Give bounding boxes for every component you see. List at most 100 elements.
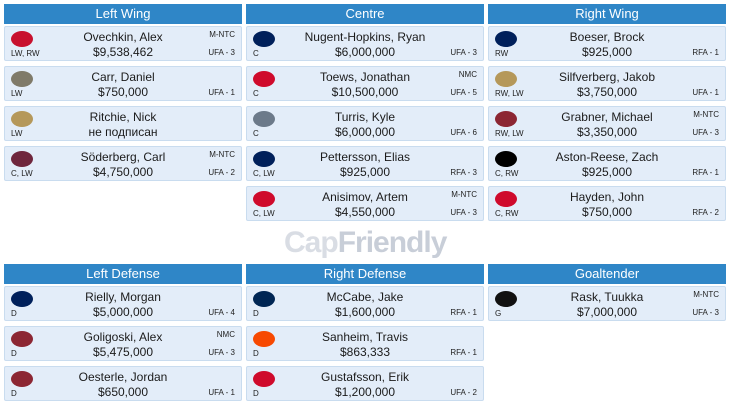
trade-clause-badge: M-NTC <box>209 150 235 159</box>
player-salary: $10,500,000 <box>331 85 399 99</box>
player-name[interactable]: Boeser, Brock <box>569 30 645 44</box>
player-name[interactable]: Nugent-Hopkins, Ryan <box>304 30 426 44</box>
player-name[interactable]: Ovechkin, Alex <box>83 30 163 44</box>
player-position: LW, RW <box>11 49 40 58</box>
player-name[interactable]: Toews, Jonathan <box>319 70 411 84</box>
player-name[interactable]: Rielly, Morgan <box>85 290 161 304</box>
contract-status: UFA - 3 <box>208 348 235 357</box>
player-salary: $7,000,000 <box>576 305 638 319</box>
contract-status: UFA - 2 <box>208 168 235 177</box>
watermark-part1: Cap <box>284 226 339 259</box>
player-position: C <box>253 89 259 98</box>
player-position: D <box>253 309 259 318</box>
trade-clause-badge: M-NTC <box>209 30 235 39</box>
player-position: D <box>11 309 17 318</box>
player-name[interactable]: Goligoski, Alex <box>83 330 163 344</box>
player-salary: $1,600,000 <box>334 305 396 319</box>
player-position: RW, LW <box>495 129 524 138</box>
player-name[interactable]: Anisimov, Artem <box>322 190 408 204</box>
team-logo-icon <box>495 291 517 307</box>
player-name[interactable]: Oesterle, Jordan <box>78 370 168 384</box>
contract-status: UFA - 5 <box>450 88 477 97</box>
watermark-part2: Friendly <box>337 226 448 259</box>
player-card[interactable]: C, LW Pettersson, Elias $925,000 RFA - 3 <box>246 146 484 181</box>
contract-status: RFA - 2 <box>692 208 719 217</box>
player-salary: $925,000 <box>339 165 391 179</box>
player-position: LW <box>11 89 23 98</box>
team-logo-icon <box>253 31 275 47</box>
contract-status: UFA - 3 <box>450 48 477 57</box>
player-card[interactable]: C, RW Aston-Reese, Zach $925,000 RFA - 1 <box>488 146 726 181</box>
team-logo-icon <box>253 111 275 127</box>
player-card[interactable]: D Gustafsson, Erik $1,200,000 UFA - 2 <box>246 366 484 401</box>
contract-status: UFA - 3 <box>692 308 719 317</box>
trade-clause-badge: M-NTC <box>451 190 477 199</box>
player-card[interactable]: C Nugent-Hopkins, Ryan $6,000,000 UFA - 3 <box>246 26 484 61</box>
trade-clause-badge: M-NTC <box>693 290 719 299</box>
header-goaltender: Goaltender <box>488 264 726 284</box>
player-card[interactable]: D Goligoski, Alex $5,475,000 NMC UFA - 3 <box>4 326 242 361</box>
contract-status: RFA - 1 <box>692 168 719 177</box>
player-name[interactable]: Silfverberg, Jakob <box>558 70 656 84</box>
contract-status: RFA - 3 <box>450 168 477 177</box>
player-salary: $4,750,000 <box>92 165 154 179</box>
player-card[interactable]: C, RW Hayden, John $750,000 RFA - 2 <box>488 186 726 221</box>
player-card[interactable]: C, LW Söderberg, Carl $4,750,000 M-NTC UFA -… <box>4 146 242 181</box>
player-card[interactable]: RW, LW Grabner, Michael $3,350,000 M-NTC UFA… <box>488 106 726 141</box>
player-name[interactable]: Aston-Reese, Zach <box>555 150 659 164</box>
player-name[interactable]: Carr, Daniel <box>91 70 155 84</box>
player-salary: $3,350,000 <box>576 125 638 139</box>
player-salary: $925,000 <box>581 165 633 179</box>
player-name[interactable]: Grabner, Michael <box>561 110 653 124</box>
team-logo-icon <box>11 371 33 387</box>
team-logo-icon <box>11 331 33 347</box>
team-logo-icon <box>253 151 275 167</box>
player-position: D <box>11 389 17 398</box>
header-right-defense: Right Defense <box>246 264 484 284</box>
player-name[interactable]: McCabe, Jake <box>326 290 404 304</box>
contract-status: UFA - 3 <box>450 208 477 217</box>
player-name[interactable]: Ritchie, Nick <box>89 110 157 124</box>
player-name[interactable]: Turris, Kyle <box>334 110 396 124</box>
player-card[interactable]: D Oesterle, Jordan $650,000 UFA - 1 <box>4 366 242 401</box>
team-logo-icon <box>253 371 275 387</box>
contract-status: UFA - 4 <box>208 308 235 317</box>
contract-status: UFA - 3 <box>692 128 719 137</box>
player-card[interactable]: G Rask, Tuukka $7,000,000 M-NTC UFA - 3 <box>488 286 726 321</box>
team-logo-icon <box>495 111 517 127</box>
player-name[interactable]: Rask, Tuukka <box>570 290 644 304</box>
contract-status: RFA - 1 <box>450 348 477 357</box>
player-name[interactable]: Gustafsson, Erik <box>320 370 410 384</box>
team-logo-icon <box>495 191 517 207</box>
player-card[interactable]: LW, RW Ovechkin, Alex $9,538,462 M-NTC UFA -… <box>4 26 242 61</box>
player-card[interactable]: C Turris, Kyle $6,000,000 UFA - 6 <box>246 106 484 141</box>
player-card[interactable]: D McCabe, Jake $1,600,000 RFA - 1 <box>246 286 484 321</box>
team-logo-icon <box>253 71 275 87</box>
player-position: C, LW <box>11 169 33 178</box>
player-name[interactable]: Pettersson, Elias <box>319 150 411 164</box>
player-card[interactable]: D Sanheim, Travis $863,333 RFA - 1 <box>246 326 484 361</box>
contract-status: UFA - 2 <box>450 388 477 397</box>
player-card[interactable]: RW Boeser, Brock $925,000 RFA - 1 <box>488 26 726 61</box>
player-salary: $5,000,000 <box>92 305 154 319</box>
player-card[interactable]: LW Ritchie, Nick не подписан <box>4 106 242 141</box>
player-card[interactable]: RW, LW Silfverberg, Jakob $3,750,000 UFA - … <box>488 66 726 101</box>
player-position: G <box>495 309 502 318</box>
player-position: C, RW <box>495 209 519 218</box>
team-logo-icon <box>11 71 33 87</box>
player-card[interactable]: C Toews, Jonathan $10,500,000 NMC UFA - 5 <box>246 66 484 101</box>
player-name[interactable]: Hayden, John <box>569 190 645 204</box>
player-salary: $863,333 <box>339 345 391 359</box>
capfriendly-watermark: CapFriendly <box>284 226 454 260</box>
player-card[interactable]: D Rielly, Morgan $5,000,000 UFA - 4 <box>4 286 242 321</box>
player-position: RW, LW <box>495 89 524 98</box>
player-name[interactable]: Söderberg, Carl <box>80 150 166 164</box>
player-salary: $750,000 <box>97 85 149 99</box>
player-card[interactable]: C, LW Anisimov, Artem $4,550,000 M-NTC UFA -… <box>246 186 484 221</box>
player-name[interactable]: Sanheim, Travis <box>321 330 409 344</box>
contract-status: UFA - 1 <box>208 88 235 97</box>
player-position: RW <box>495 49 509 58</box>
contract-status: UFA - 1 <box>692 88 719 97</box>
header-right-wing: Right Wing <box>488 4 726 24</box>
player-card[interactable]: LW Carr, Daniel $750,000 UFA - 1 <box>4 66 242 101</box>
